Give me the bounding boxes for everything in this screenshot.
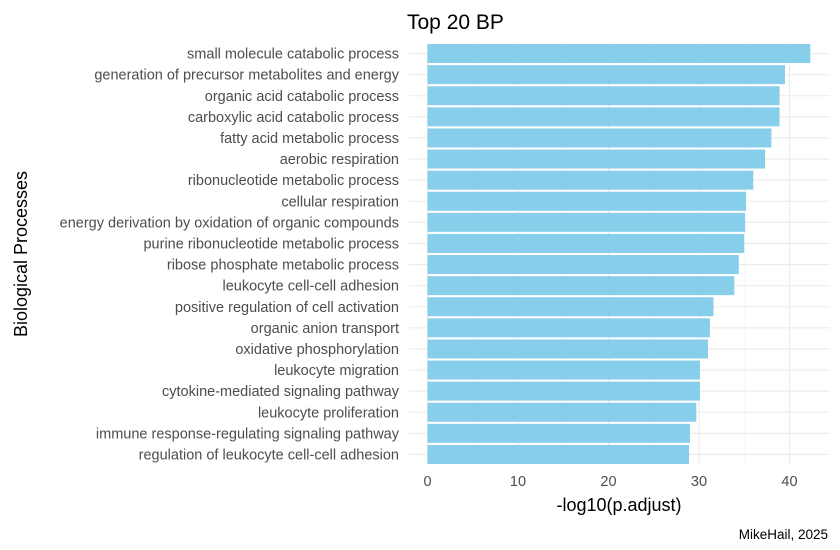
category-label: organic acid catabolic process [205,89,399,105]
bar [427,360,700,380]
x-axis-title: -log10(p.adjust) [556,495,681,515]
x-tick-label: 40 [781,474,797,490]
chart-title: Top 20 BP [407,11,504,34]
category-label: ribose phosphate metabolic process [167,258,399,274]
category-label: oxidative phosphorylation [235,342,399,358]
grid-layer [409,43,830,465]
bar [427,107,780,127]
bar [427,276,735,296]
chart-caption: MikeHail, 2025 [739,527,828,542]
category-label: regulation of leukocyte cell-cell adhesi… [139,447,399,463]
bar [427,44,811,64]
category-label: small molecule catabolic process [187,47,399,63]
bar [427,65,785,85]
bar [427,339,709,359]
category-label: fatty acid metabolic process [220,131,399,147]
category-label: ribonucleotide metabolic process [188,173,399,189]
x-tick-label: 0 [423,474,431,490]
category-label: leukocyte proliferation [258,405,399,421]
x-tick-label: 10 [510,474,526,490]
bar [427,318,710,338]
x-tick-labels: 0 10 20 30 40 [423,474,797,490]
category-label: carboxylic acid catabolic process [188,110,399,126]
bar-layer [427,44,811,464]
category-label: organic anion transport [251,321,399,337]
category-label: positive regulation of cell activation [175,300,399,316]
bar [427,149,766,169]
bar [427,381,700,401]
bar [427,255,739,275]
bar [427,170,754,190]
x-tick-label: 30 [691,474,707,490]
category-label: aerobic respiration [280,152,399,168]
bar [427,402,697,422]
category-label: cellular respiration [281,194,399,210]
bar [427,191,747,211]
bar [427,86,780,106]
x-tick-label: 20 [600,474,616,490]
category-label: leukocyte cell-cell adhesion [222,279,399,295]
bar [427,128,772,148]
bar [427,297,714,317]
category-label: energy derivation by oxidation of organi… [60,215,399,231]
bar [427,444,690,464]
bar [427,233,745,253]
bar [427,423,690,443]
y-axis-title: Biological Processes [11,171,31,337]
category-label: leukocyte migration [274,363,399,379]
category-label: immune response-regulating signaling pat… [96,426,400,442]
category-labels: small molecule catabolic process generati… [60,47,400,464]
category-label: cytokine-mediated signaling pathway [162,384,400,400]
bar [427,212,746,232]
category-label: purine ribonucleotide metabolic process [143,236,399,252]
category-label: generation of precursor metabolites and … [94,68,399,84]
